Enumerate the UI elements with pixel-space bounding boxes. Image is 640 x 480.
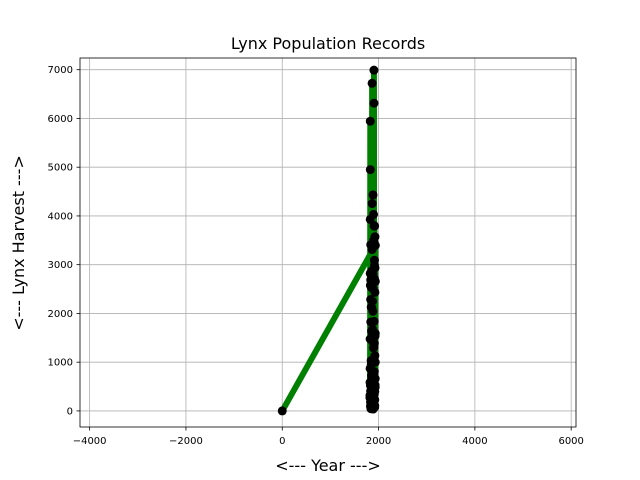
plot-frame: [79, 57, 577, 428]
data-point: [277, 406, 287, 416]
x-tick-label: 2000: [366, 436, 391, 447]
data-point: [370, 263, 380, 273]
data-point: [370, 221, 380, 231]
data-point: [370, 382, 380, 392]
x-tick-label: 6000: [558, 436, 583, 447]
data-point: [367, 78, 377, 88]
series-line: [279, 67, 379, 413]
data-point: [367, 199, 377, 209]
data-point: [368, 190, 378, 200]
data-point: [368, 306, 378, 316]
data-point: [369, 209, 379, 219]
data-point: [370, 395, 380, 405]
data-point: [369, 316, 379, 326]
y-tick-label: 1000: [48, 358, 73, 369]
data-point: [370, 351, 380, 361]
y-tick-label: 3000: [48, 260, 73, 271]
x-axis-label: <--- Year --->: [275, 456, 381, 475]
data-point: [365, 165, 375, 175]
y-tick-label: 4000: [48, 211, 73, 222]
data-point: [365, 116, 375, 126]
series-line-layer: [279, 67, 379, 413]
x-tick-label: 0: [279, 436, 285, 447]
data-point: [369, 367, 379, 377]
y-tick-label: 5000: [48, 163, 73, 174]
data-point: [370, 232, 380, 242]
data-point: [370, 357, 380, 367]
y-tick-label: 7000: [48, 65, 73, 76]
data-point: [369, 98, 379, 108]
x-tick-label: −4000: [73, 436, 107, 447]
series-marker-layer: [277, 65, 380, 416]
data-point: [369, 65, 379, 75]
tick-layer: −4000 −2000 0 2000 4000 6000 0 1000 2000 3000 4000…: [48, 65, 584, 447]
data-point: [370, 374, 380, 384]
y-tick-label: 0: [67, 406, 73, 417]
y-tick-label: 2000: [48, 309, 73, 320]
grid-layer: [80, 58, 576, 427]
chart-title: Lynx Population Records: [231, 34, 425, 53]
x-tick-label: −2000: [169, 436, 203, 447]
data-point: [370, 276, 380, 286]
x-tick-label: 4000: [462, 436, 487, 447]
data-point: [370, 328, 380, 338]
data-point: [370, 240, 380, 250]
data-point: [368, 296, 378, 306]
y-axis-label: <--- Lynx Harvest --->: [9, 155, 28, 331]
y-tick-label: 6000: [48, 114, 73, 125]
data-point: [369, 338, 379, 348]
data-point: [370, 287, 380, 297]
